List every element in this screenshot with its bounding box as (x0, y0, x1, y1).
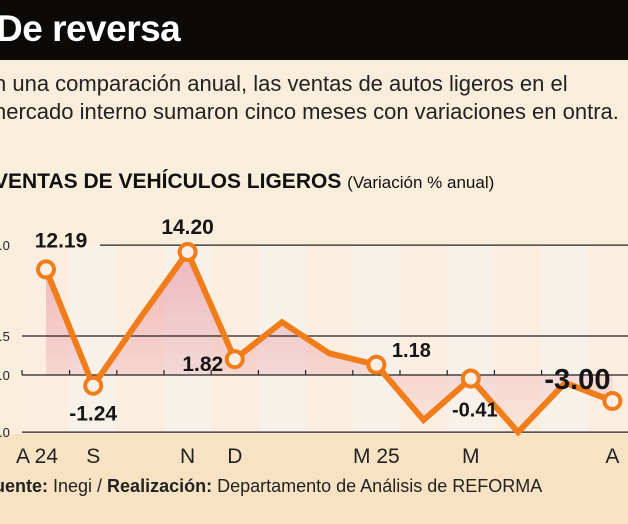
data-point-marker (602, 390, 623, 411)
x-tick-label: S (86, 445, 100, 468)
column-stripe (305, 245, 353, 433)
data-point-marker (83, 375, 104, 396)
x-tick-label: D (227, 445, 242, 468)
x-tick-label: A (605, 445, 619, 468)
source-line: uente: Inegi / Realización: Departamento… (0, 476, 542, 497)
x-tick-label: M (462, 445, 480, 468)
data-label: -3.00 (544, 364, 610, 396)
intro-text: n una comparación anual, las ventas de a… (0, 71, 619, 124)
chart-unit: (Variación % anual) (347, 173, 495, 192)
data-label: 14.20 (161, 216, 214, 239)
title-bar: De reversa (0, 0, 628, 60)
column-stripe (447, 245, 495, 433)
y-tick-label: .5 (0, 329, 10, 344)
area-fill (46, 252, 613, 433)
credit-text: Departamento de Análisis de REFORMA (212, 476, 543, 496)
data-point-marker (460, 368, 481, 389)
x-tick-label: N (180, 445, 195, 468)
data-label: -0.41 (452, 400, 498, 422)
data-point-marker (366, 354, 387, 375)
data-point-marker (224, 349, 245, 370)
data-point-marker (177, 242, 198, 263)
column-stripe (352, 245, 400, 433)
source-text: Inegi / (48, 476, 108, 496)
data-label: 12.19 (35, 229, 88, 252)
y-tick-label: .0 (0, 425, 10, 440)
chart-title: VENTAS DE VEHÍCULOS LIGEROS (0, 170, 342, 193)
column-stripe (69, 245, 117, 433)
x-tick-label: M 25 (353, 445, 400, 468)
y-tick-label: .0 (0, 368, 10, 383)
x-tick-label: A 24 (16, 445, 58, 468)
data-label: 1.82 (182, 353, 223, 376)
chart-subtitle: VENTAS DE VEHÍCULOS LIGEROS (Variación %… (0, 170, 494, 194)
series-line (43, 246, 614, 437)
data-label: -1.24 (69, 403, 117, 426)
data-point-marker (36, 259, 56, 280)
y-tick-label: .0 (0, 238, 10, 253)
source-label: uente: (0, 476, 48, 496)
page-title: De reversa (0, 8, 181, 49)
credit-label: Realización: (107, 476, 213, 496)
data-label: 1.18 (392, 340, 431, 362)
footer-band (0, 434, 628, 524)
